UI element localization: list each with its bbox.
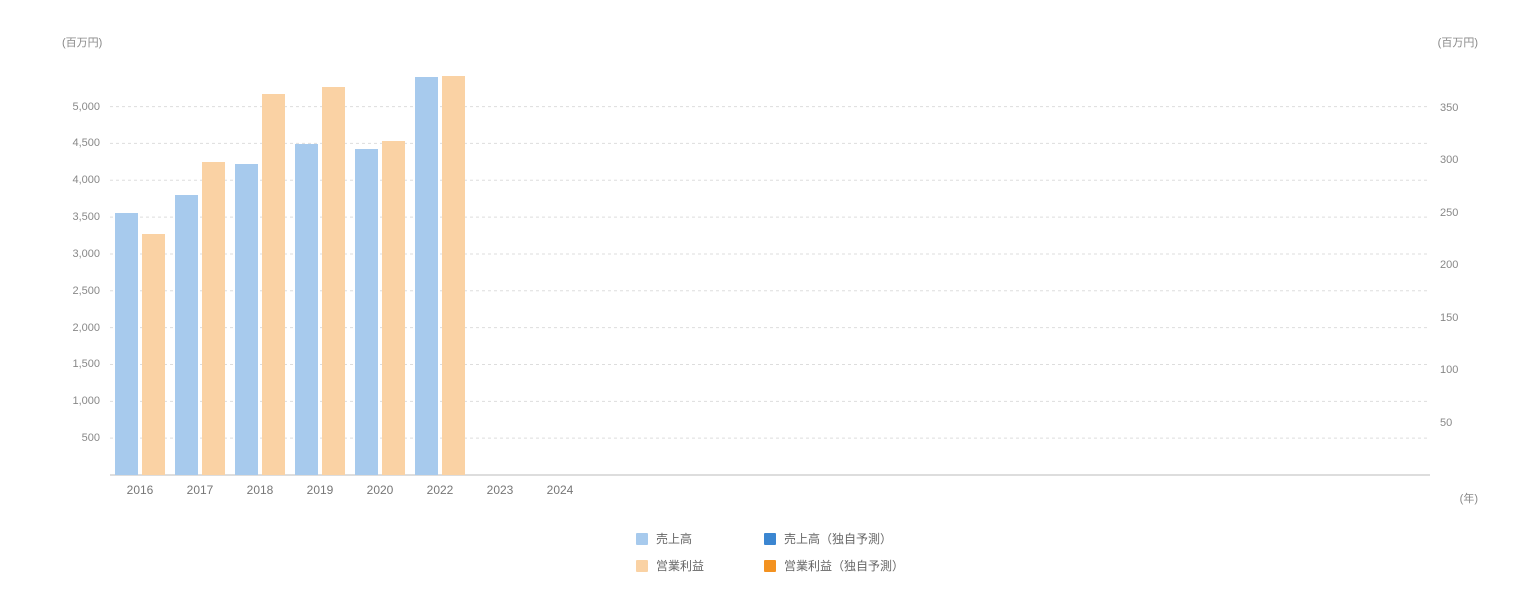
legend-label: 売上高（独自予測）: [784, 530, 892, 547]
y-right-tick: 100: [1440, 364, 1458, 376]
y-left-tick: 1,000: [72, 395, 100, 407]
y-left-tick: 4,000: [72, 174, 100, 186]
legend-op-forecast: 営業利益（独自予測）: [764, 557, 904, 574]
x-tick: 2024: [547, 483, 574, 497]
y-right-tick: 150: [1440, 312, 1458, 324]
legend-swatch-op: [636, 560, 648, 572]
legend-swatch-op-forecast: [764, 560, 776, 572]
y-left-tick: 5,000: [72, 101, 100, 113]
y-left-unit: (百万円): [62, 34, 102, 50]
bar-op: [262, 94, 285, 475]
bar-sales: [235, 164, 258, 475]
bar-sales: [355, 149, 378, 475]
x-tick: 2017: [187, 483, 214, 497]
bar-sales: [295, 144, 318, 475]
y-left-tick: 1,500: [72, 358, 100, 370]
y-left-tick: 3,000: [72, 248, 100, 260]
y-right-tick: 350: [1440, 102, 1458, 114]
y-left-tick: 500: [82, 432, 100, 444]
y-right-unit: (百万円): [1438, 34, 1478, 50]
legend: 売上高 営業利益 売上高（独自予測） 営業利益（独自予測）: [0, 530, 1540, 574]
legend-op: 営業利益: [636, 557, 704, 574]
x-axis-unit: (年): [1460, 490, 1478, 506]
y-right-tick: 250: [1440, 207, 1458, 219]
plot-area: 5001,0001,5002,0002,5003,0003,5004,0004,…: [110, 55, 1430, 475]
y-left-tick: 3,500: [72, 211, 100, 223]
bar-sales: [175, 195, 198, 475]
x-tick: 2023: [487, 483, 514, 497]
bar-op: [142, 234, 165, 476]
bar-op: [202, 162, 225, 475]
y-right-tick: 50: [1440, 417, 1452, 429]
bar-sales: [415, 77, 438, 475]
bar-op: [382, 141, 405, 475]
legend-sales-forecast: 売上高（独自予測）: [764, 530, 904, 547]
legend-label: 営業利益（独自予測）: [784, 557, 904, 574]
legend-label: 営業利益: [656, 557, 704, 574]
legend-swatch-sales-forecast: [764, 533, 776, 545]
x-tick: 2018: [247, 483, 274, 497]
x-tick: 2020: [367, 483, 394, 497]
bar-op: [442, 76, 465, 475]
x-tick: 2019: [307, 483, 334, 497]
legend-label: 売上高: [656, 530, 692, 547]
x-tick: 2016: [127, 483, 154, 497]
y-left-tick: 2,500: [72, 285, 100, 297]
y-right-tick: 200: [1440, 259, 1458, 271]
y-right-tick: 300: [1440, 154, 1458, 166]
x-tick: 2022: [427, 483, 454, 497]
bar-sales: [115, 213, 138, 475]
y-left-tick: 2,000: [72, 322, 100, 334]
bar-op: [322, 87, 345, 476]
y-left-tick: 4,500: [72, 137, 100, 149]
legend-sales: 売上高: [636, 530, 704, 547]
chart-root: (百万円) (百万円) (年) 5001,0001,5002,0002,5003…: [0, 0, 1540, 600]
legend-swatch-sales: [636, 533, 648, 545]
